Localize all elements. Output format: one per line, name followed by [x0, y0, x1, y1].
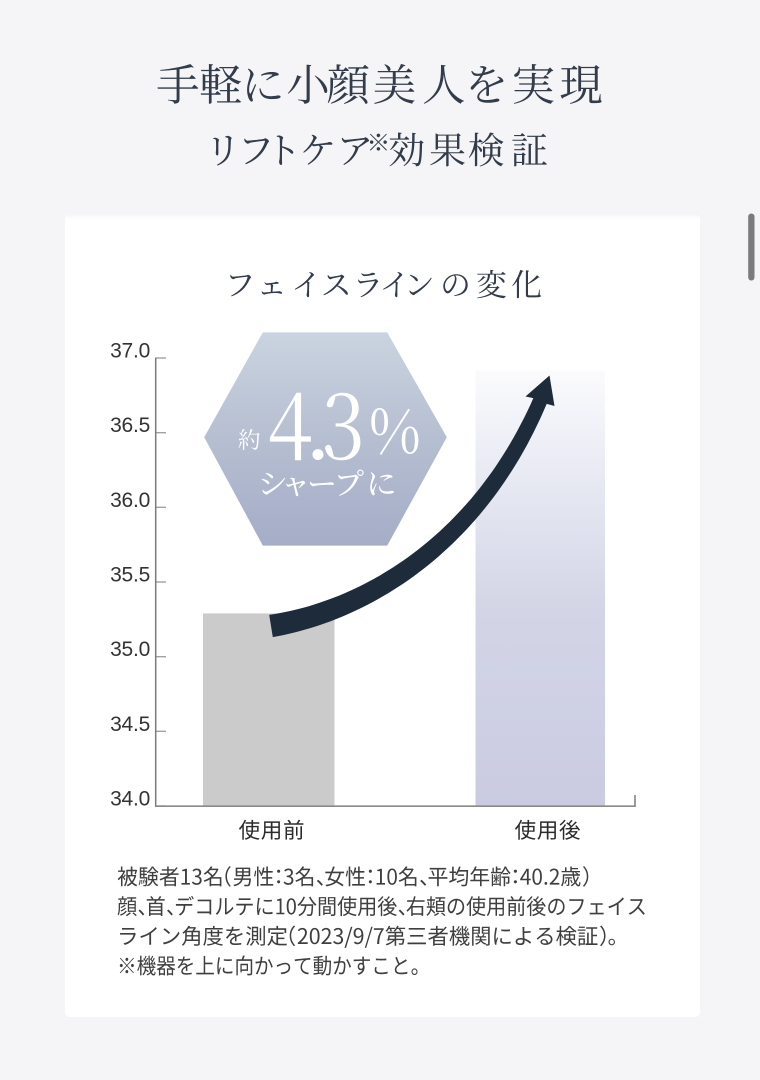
svg-text:37.0: 37.0	[110, 340, 150, 363]
svg-text:34.5: 34.5	[110, 713, 150, 736]
svg-text:34.0: 34.0	[110, 788, 150, 811]
svg-text:36.0: 36.0	[110, 489, 150, 512]
svg-text:35.0: 35.0	[110, 638, 150, 661]
svg-text:36.5: 36.5	[110, 414, 150, 437]
svg-text:35.5: 35.5	[110, 564, 150, 587]
